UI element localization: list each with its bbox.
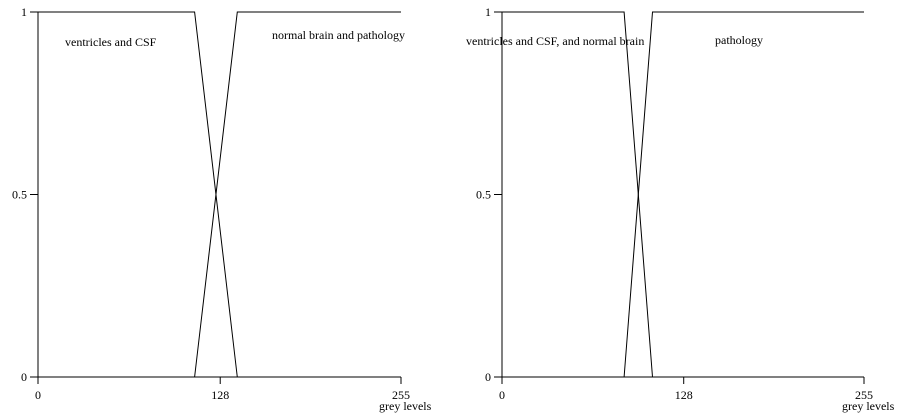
series-label-1: ventricles and CSF, and normal brain	[466, 34, 644, 48]
x-tick-label: 128	[675, 388, 693, 402]
y-tick-label: 0	[21, 370, 27, 384]
y-tick-label: 0	[485, 370, 491, 384]
x-tick-label: 255	[392, 388, 410, 402]
y-tick-label: 1	[485, 5, 491, 19]
y-tick-label: 0.5	[476, 188, 491, 202]
y-tick-label: 1	[21, 5, 27, 19]
x-tick-label: 0	[35, 388, 41, 402]
series-label-2: normal brain and pathology	[272, 28, 405, 42]
series-line-2	[194, 11, 401, 378]
x-tick-label: 255	[855, 388, 873, 402]
x-tick-label: 128	[211, 388, 229, 402]
series-label-1: ventricles and CSF	[65, 35, 157, 49]
series-line-1	[501, 11, 653, 378]
x-tick-label: 0	[499, 388, 505, 402]
x-axis-label: grey levels	[379, 399, 432, 413]
series-label-2: pathology	[715, 33, 763, 47]
series-line-1	[37, 11, 238, 378]
series-line-2	[623, 11, 864, 378]
y-tick-label: 0.5	[12, 188, 27, 202]
x-axis-label: grey levels	[842, 399, 895, 413]
